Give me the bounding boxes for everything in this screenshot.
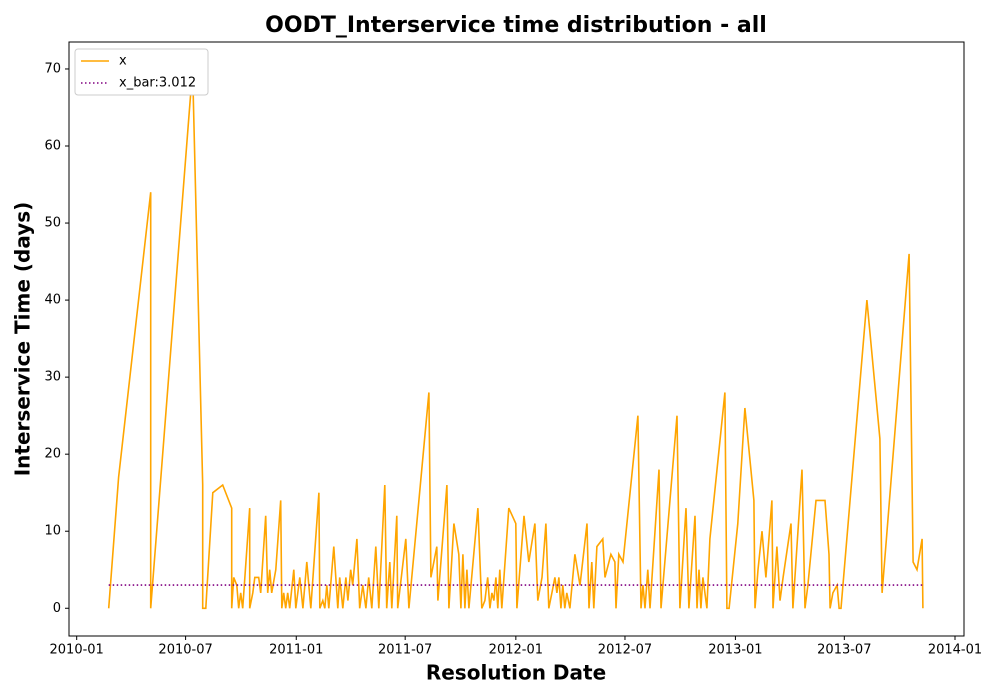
x-tick-label: 2012-01 <box>489 643 543 658</box>
y-axis-label: Interservice Time (days) <box>11 202 35 477</box>
line-series <box>107 68 924 610</box>
chart-title: OODT_Interservice time distribution - al… <box>265 13 767 38</box>
y-tick-label: 70 <box>44 61 61 76</box>
y-tick-label: 20 <box>44 447 61 462</box>
x-tick-label: 2010-07 <box>158 643 212 658</box>
x-tick-label: 2010-01 <box>50 643 104 658</box>
y-tick-label: 50 <box>44 216 61 231</box>
y-tick-label: 40 <box>44 293 61 308</box>
x-tick-label: 2012-07 <box>598 643 652 658</box>
y-tick-label: 10 <box>44 524 61 539</box>
x-tick-label: 2011-01 <box>269 643 323 658</box>
x-tick-label: 2011-07 <box>378 643 432 658</box>
legend-label: x_bar:3.012 <box>119 76 196 91</box>
x-axis-label: Resolution Date <box>426 661 606 685</box>
y-tick-label: 0 <box>53 601 61 616</box>
x-tick-label: 2013-01 <box>708 643 762 658</box>
y-tick-label: 60 <box>44 139 61 154</box>
plot-frame <box>68 41 965 637</box>
x-tick-label: 2013-07 <box>817 643 871 658</box>
y-tick-label: 30 <box>44 370 61 385</box>
legend-label: x <box>119 54 127 69</box>
x-tick-label: 2014-01 <box>928 643 982 658</box>
